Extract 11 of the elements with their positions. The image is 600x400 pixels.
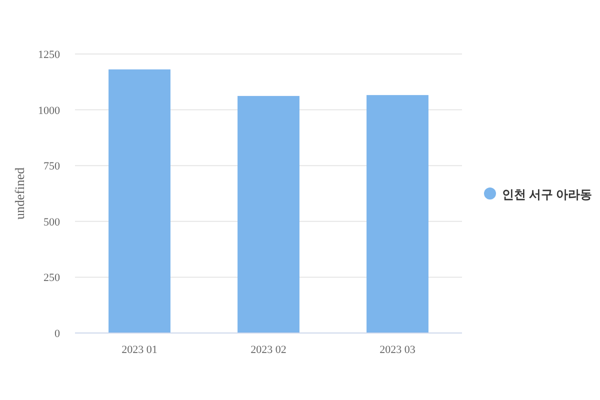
x-tick-label: 2023 01 [122,344,158,356]
y-tick-label: 250 [44,272,60,284]
y-tick-label: 1000 [38,104,60,117]
y-axis-title: undefined [12,167,27,220]
legend-label: 인천 서구 아라동 [502,188,592,202]
y-tick-label: 500 [44,216,60,228]
y-tick-label: 0 [54,328,60,340]
x-tick-label: 2023 02 [250,344,286,356]
x-tick-label: 2023 03 [380,344,416,356]
y-tick-label: 750 [44,160,60,173]
y-tick-label: 1250 [38,49,60,61]
